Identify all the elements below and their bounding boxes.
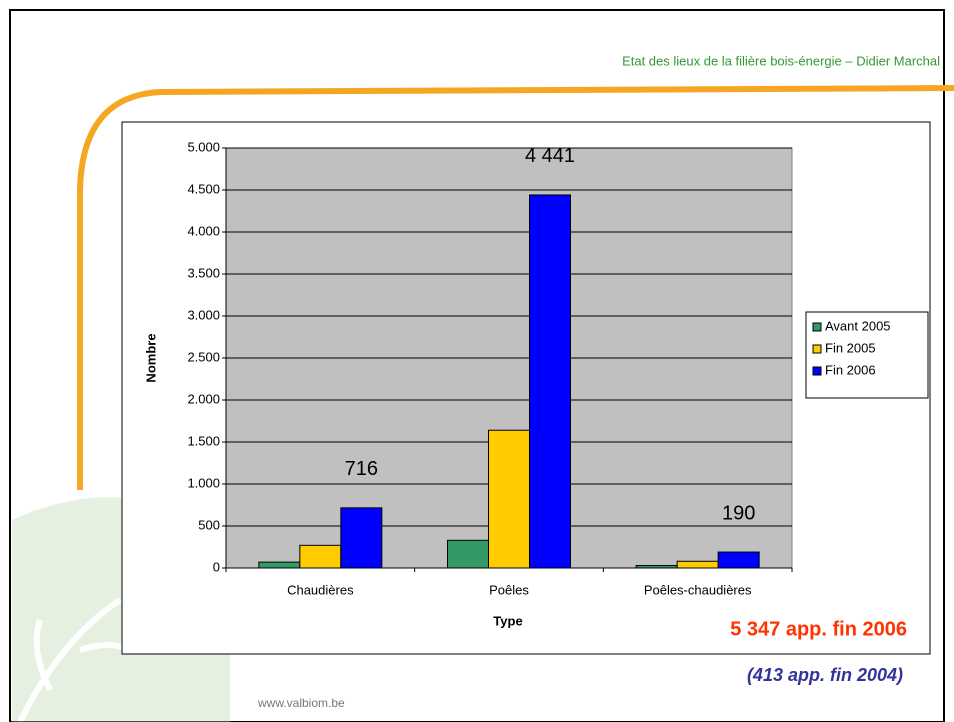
y-tick-label: 1.000 — [187, 475, 220, 490]
x-tick-label: Poêles-chaudières — [644, 582, 752, 597]
y-tick-label: 4.000 — [187, 223, 220, 238]
x-tick-label: Poêles — [489, 582, 529, 597]
bar — [530, 195, 571, 568]
bar — [718, 552, 759, 568]
bar — [677, 561, 718, 568]
bar — [259, 562, 300, 568]
bar — [300, 545, 341, 568]
y-tick-label: 3.000 — [187, 307, 220, 322]
footer: www.valbiom.be — [257, 696, 345, 710]
x-tick-label: Chaudières — [287, 582, 354, 597]
y-tick-label: 1.500 — [187, 433, 220, 448]
bar — [341, 508, 382, 568]
value-label: 716 — [345, 458, 378, 480]
slide: Etat des lieux de la filière bois-énergi… — [0, 0, 954, 722]
bar — [636, 565, 677, 568]
bar — [448, 540, 489, 568]
y-axis-title: Nombre — [143, 333, 158, 382]
value-label: 190 — [722, 502, 755, 524]
legend-swatch — [813, 323, 821, 331]
y-tick-label: 2.500 — [187, 349, 220, 364]
legend-swatch — [813, 367, 821, 375]
x-axis-title: Type — [493, 613, 522, 628]
y-tick-label: 4.500 — [187, 181, 220, 196]
header: Etat des lieux de la filière bois-énergi… — [622, 53, 940, 68]
y-tick-label: 3.500 — [187, 265, 220, 280]
value-label: 4 441 — [525, 145, 575, 167]
y-tick-label: 0 — [213, 559, 220, 574]
legend-swatch — [813, 345, 821, 353]
y-tick-label: 500 — [198, 517, 220, 532]
legend-label: Fin 2005 — [825, 340, 876, 355]
y-tick-label: 2.000 — [187, 391, 220, 406]
bar — [489, 430, 530, 568]
legend-label: Avant 2005 — [825, 318, 891, 333]
annotation-total: 5 347 app. fin 2006 — [730, 618, 907, 640]
annotation-2004: (413 app. fin 2004) — [747, 665, 903, 685]
legend-label: Fin 2006 — [825, 362, 876, 377]
y-tick-label: 5.000 — [187, 139, 220, 154]
